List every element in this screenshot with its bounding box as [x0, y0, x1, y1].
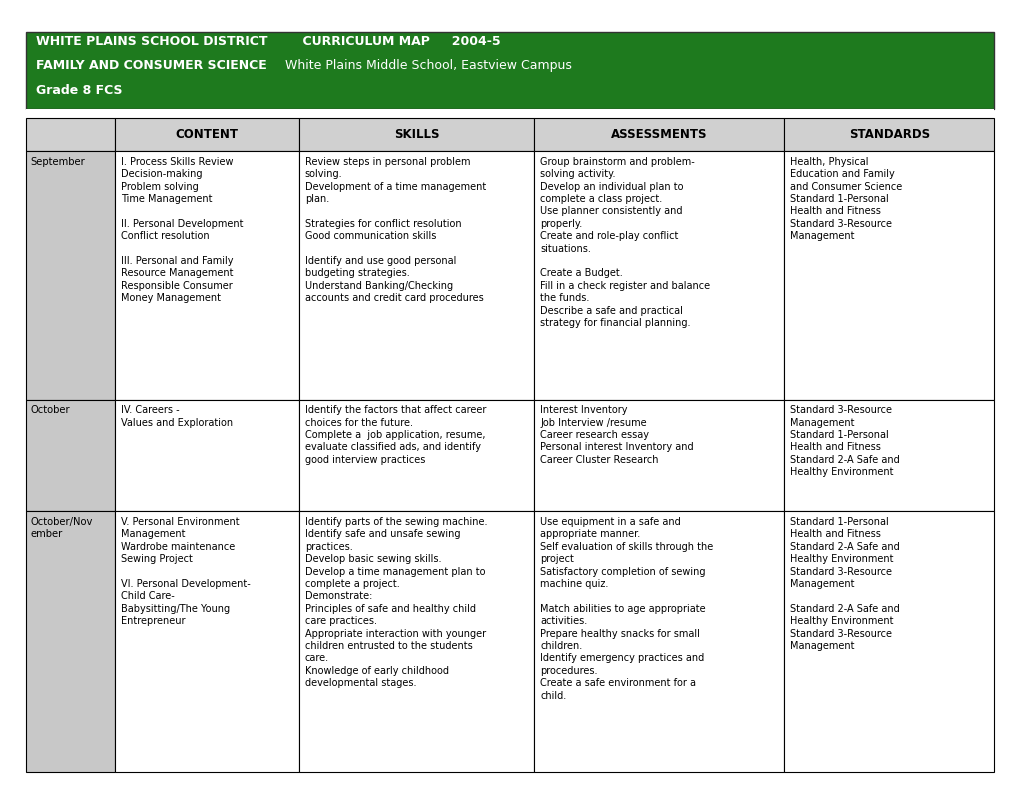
- Bar: [534, 151, 784, 400]
- Text: September: September: [31, 157, 86, 167]
- Bar: [784, 511, 994, 772]
- Bar: [114, 400, 299, 511]
- Bar: [299, 151, 534, 400]
- Text: October: October: [31, 405, 70, 415]
- Text: October/Nov
ember: October/Nov ember: [31, 517, 93, 538]
- Text: WHITE PLAINS SCHOOL DISTRICT        CURRICULUM MAP     2004-5: WHITE PLAINS SCHOOL DISTRICT CURRICULUM …: [36, 35, 500, 47]
- Text: SKILLS: SKILLS: [393, 128, 439, 141]
- Bar: [534, 511, 784, 772]
- Text: Use equipment in a safe and
appropriate manner.
Self evaluation of skills throug: Use equipment in a safe and appropriate …: [540, 517, 713, 701]
- Text: IV. Careers -
Values and Exploration: IV. Careers - Values and Exploration: [120, 405, 232, 428]
- Text: Health, Physical
Education and Family
and Consumer Science
Standard 1-Personal
H: Health, Physical Education and Family an…: [790, 157, 902, 241]
- Bar: [25, 32, 994, 109]
- Text: Grade 8 FCS: Grade 8 FCS: [36, 84, 122, 97]
- Bar: [25, 400, 114, 511]
- Bar: [25, 109, 994, 118]
- Bar: [25, 151, 114, 400]
- Text: ASSESSMENTS: ASSESSMENTS: [610, 128, 707, 141]
- Text: V. Personal Environment
Management
Wardrobe maintenance
Sewing Project

VI. Pers: V. Personal Environment Management Wardr…: [120, 517, 251, 626]
- Bar: [534, 118, 784, 151]
- Text: FAMILY AND CONSUMER SCIENCE: FAMILY AND CONSUMER SCIENCE: [36, 59, 266, 72]
- Text: Interest Inventory
Job Interview /resume
Career research essay
Personal interest: Interest Inventory Job Interview /resume…: [540, 405, 693, 465]
- Bar: [784, 118, 994, 151]
- Bar: [784, 400, 994, 511]
- Bar: [299, 400, 534, 511]
- Bar: [299, 511, 534, 772]
- Text: CONTENT: CONTENT: [175, 128, 238, 141]
- Bar: [534, 400, 784, 511]
- Bar: [25, 511, 114, 772]
- Text: Review steps in personal problem
solving.
Development of a time management
plan.: Review steps in personal problem solving…: [305, 157, 486, 303]
- Text: I. Process Skills Review
Decision-making
Problem solving
Time Management

II. Pe: I. Process Skills Review Decision-making…: [120, 157, 243, 303]
- Text: Identify the factors that affect career
choices for the future.
Complete a  job : Identify the factors that affect career …: [305, 405, 486, 465]
- Text: Identify parts of the sewing machine.
Identify safe and unsafe sewing
practices.: Identify parts of the sewing machine. Id…: [305, 517, 487, 688]
- Bar: [114, 118, 299, 151]
- Text: White Plains Middle School, Eastview Campus: White Plains Middle School, Eastview Cam…: [273, 59, 572, 72]
- Bar: [299, 118, 534, 151]
- Bar: [25, 118, 114, 151]
- Bar: [114, 151, 299, 400]
- Text: Group brainstorm and problem-
solving activity.
Develop an individual plan to
co: Group brainstorm and problem- solving ac…: [540, 157, 710, 328]
- Bar: [114, 511, 299, 772]
- Bar: [784, 151, 994, 400]
- Text: STANDARDS: STANDARDS: [848, 128, 929, 141]
- Text: Standard 3-Resource
Management
Standard 1-Personal
Health and Fitness
Standard 2: Standard 3-Resource Management Standard …: [790, 405, 899, 478]
- Text: Standard 1-Personal
Health and Fitness
Standard 2-A Safe and
Healthy Environment: Standard 1-Personal Health and Fitness S…: [790, 517, 899, 651]
